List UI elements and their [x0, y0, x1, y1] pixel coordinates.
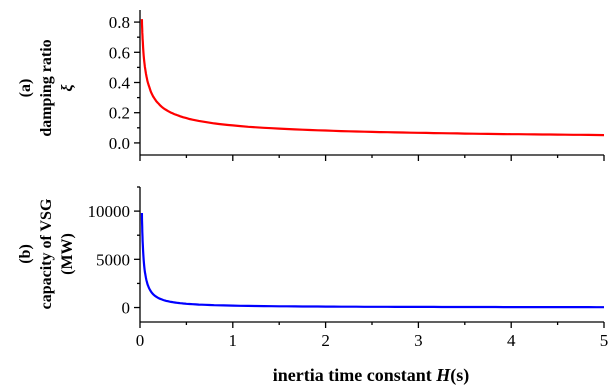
panel-b-xtick-label: 2: [321, 331, 330, 350]
panel-a-series-line: [140, 19, 605, 137]
panel-b-xtick-label: 4: [507, 331, 516, 350]
x-axis-label-symbol: H: [435, 365, 451, 385]
panel-b-ytick-label: 0: [122, 299, 131, 318]
panel-a-ylabel-line2: ξ: [59, 84, 76, 92]
panel-b-ylabel-line1: capacity of VSG: [38, 198, 55, 309]
panel-b-ylabel-line2: (MW): [59, 233, 76, 275]
panel-a-ytick-label: 0.0: [109, 134, 130, 153]
panel-b-ytick-label: 10000: [88, 202, 131, 221]
panel-a-ytick-label: 0.4: [109, 74, 131, 93]
x-axis-label: inertia time constant H(s): [273, 365, 469, 386]
x-axis-label-main: inertia time constant: [273, 365, 436, 385]
panel-b-xtick-label: 0: [136, 331, 145, 350]
panel-b-xtick-label: 1: [229, 331, 238, 350]
panel-a: (a) damping ratio ξ 0.0 0.2 0.4 0.6 0.8: [17, 10, 605, 161]
panel-b-ylabel: (b) capacity of VSG (MW): [17, 198, 76, 309]
panel-a-ylabel-line1: damping ratio: [38, 39, 55, 136]
panel-a-ytick-label: 0.2: [109, 104, 130, 123]
x-axis-label-unit: (s): [450, 365, 469, 386]
panel-b-label: (b): [17, 244, 34, 264]
panel-a-ylabel: (a) damping ratio ξ: [17, 39, 76, 136]
panel-b-series-line: [140, 212, 604, 309]
panel-b-xtick-label: 5: [600, 331, 609, 350]
panel-b-xtick-label: 3: [414, 331, 423, 350]
panel-b-ytick-label: 5000: [96, 250, 130, 269]
panel-a-label: (a): [17, 79, 34, 98]
panel-b: (b) capacity of VSG (MW) 0 5000 10000 0 1 2 3 4…: [17, 186, 609, 350]
panel-a-ytick-label: 0.8: [109, 13, 130, 32]
panel-a-ytick-label: 0.6: [109, 43, 130, 62]
